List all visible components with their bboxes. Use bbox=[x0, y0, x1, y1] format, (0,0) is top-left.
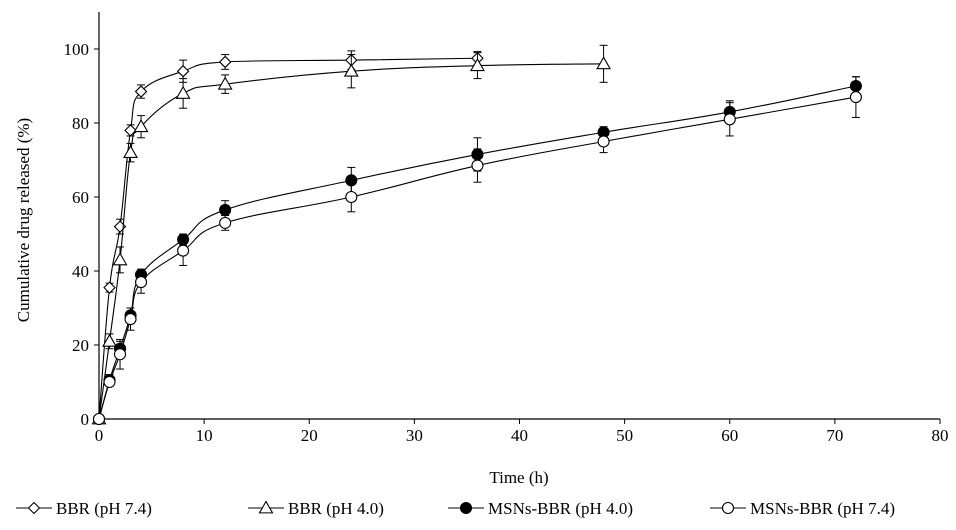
series-line bbox=[98, 63, 604, 420]
data-point bbox=[471, 159, 484, 172]
legend-marker bbox=[459, 501, 473, 515]
x-tick-label: 30 bbox=[406, 426, 423, 445]
y-tick-label: 20 bbox=[72, 336, 89, 355]
data-point bbox=[123, 144, 138, 159]
data-point bbox=[135, 276, 148, 289]
data-point bbox=[219, 216, 232, 229]
legend-label: BBR (pH 4.0) bbox=[288, 499, 384, 518]
data-point bbox=[113, 348, 127, 361]
data-point bbox=[177, 244, 190, 257]
data-point bbox=[176, 64, 190, 78]
data-point bbox=[219, 203, 232, 216]
y-tick-label: 100 bbox=[64, 40, 90, 59]
x-tick-label: 50 bbox=[616, 426, 633, 445]
x-tick-label: 10 bbox=[196, 426, 213, 445]
legend-marker bbox=[721, 501, 735, 515]
legend-label: MSNs-BBR (pH 4.0) bbox=[488, 499, 633, 518]
data-point bbox=[124, 313, 137, 326]
data-point bbox=[103, 281, 116, 294]
data-point bbox=[470, 58, 485, 72]
data-point bbox=[134, 85, 148, 98]
data-point bbox=[343, 63, 359, 77]
data-point bbox=[218, 55, 232, 69]
y-tick-label: 60 bbox=[72, 188, 89, 207]
data-point bbox=[112, 252, 128, 266]
x-axis-title: Time (h) bbox=[489, 468, 548, 487]
data-point bbox=[103, 375, 116, 389]
data-point bbox=[217, 76, 233, 90]
legend-item: BBR (pH 4.0) bbox=[248, 499, 384, 518]
data-point bbox=[102, 333, 117, 347]
data-point bbox=[175, 85, 191, 99]
legend-marker bbox=[27, 501, 41, 515]
legend-marker bbox=[258, 500, 274, 514]
legend-item: BBR (pH 7.4) bbox=[16, 499, 152, 518]
data-point bbox=[596, 56, 612, 70]
data-point bbox=[723, 113, 736, 126]
series-line bbox=[98, 85, 857, 420]
series-layer bbox=[91, 44, 862, 426]
data-point bbox=[133, 119, 149, 133]
x-tick-label: 70 bbox=[826, 426, 843, 445]
x-tick-label: 60 bbox=[721, 426, 738, 445]
data-point bbox=[92, 412, 106, 426]
x-tick-label: 80 bbox=[932, 426, 949, 445]
x-tick-label: 20 bbox=[301, 426, 318, 445]
y-tick-label: 40 bbox=[72, 262, 89, 281]
legend-item: MSNs-BBR (pH 7.4) bbox=[710, 499, 895, 518]
x-tick-label: 40 bbox=[511, 426, 528, 445]
legend-label: BBR (pH 7.4) bbox=[56, 499, 152, 518]
series-1 bbox=[92, 50, 484, 426]
x-tick-label: 0 bbox=[95, 426, 104, 445]
data-point bbox=[849, 91, 862, 104]
series-2 bbox=[91, 44, 612, 425]
legend-label: MSNs-BBR (pH 7.4) bbox=[750, 499, 895, 518]
series-3 bbox=[92, 76, 862, 426]
data-point bbox=[597, 135, 610, 148]
series-4 bbox=[92, 76, 862, 426]
legend: BBR (pH 7.4) BBR (pH 4.0) MSNs-BBR (pH 4.0… bbox=[16, 499, 895, 518]
data-point bbox=[345, 190, 358, 204]
legend-item: MSNs-BBR (pH 4.0) bbox=[448, 499, 633, 518]
y-axis-title: Cumulative drug released (%) bbox=[14, 118, 33, 322]
y-tick-label: 0 bbox=[81, 410, 90, 429]
axes: 0 10 20 30 40 50 60 70 80 0 20 40 60 80 100 bbox=[64, 12, 949, 445]
y-tick-label: 80 bbox=[72, 114, 89, 133]
data-point bbox=[124, 124, 137, 137]
